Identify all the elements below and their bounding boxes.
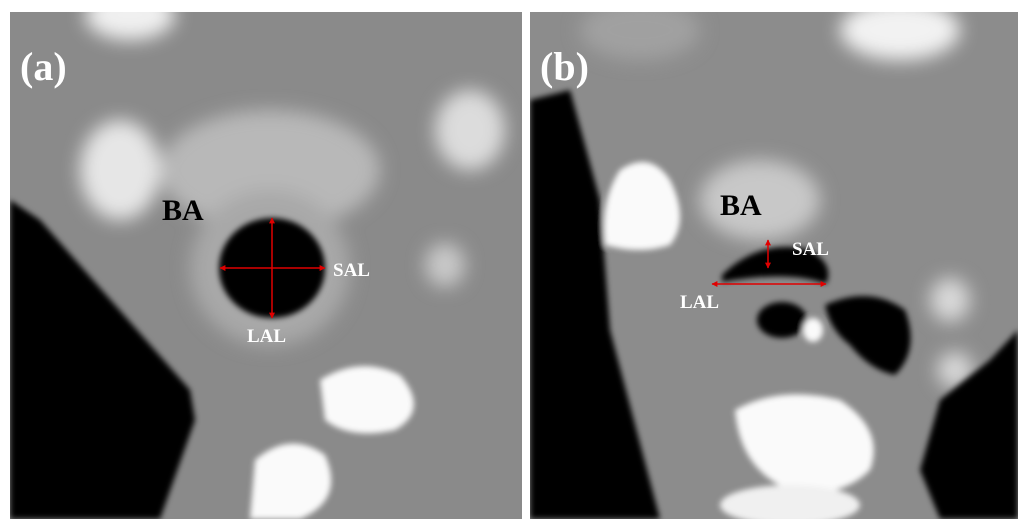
short-axis-label: SAL: [792, 239, 829, 260]
long-axis-label: LAL: [247, 326, 286, 347]
short-axis-label: SAL: [333, 260, 370, 281]
panel-a: (a) BA SAL LAL: [10, 0, 522, 519]
panel-label: (a): [20, 44, 67, 89]
structure-label: BA: [720, 189, 762, 222]
panel-b: (b) BA SAL LAL: [530, 0, 1018, 519]
figure: (a) BA SAL LAL (b) BA SAL LAL: [0, 0, 1018, 519]
panel-label: (b): [540, 44, 589, 89]
structure-label: BA: [162, 194, 204, 227]
long-axis-label: LAL: [680, 292, 719, 313]
